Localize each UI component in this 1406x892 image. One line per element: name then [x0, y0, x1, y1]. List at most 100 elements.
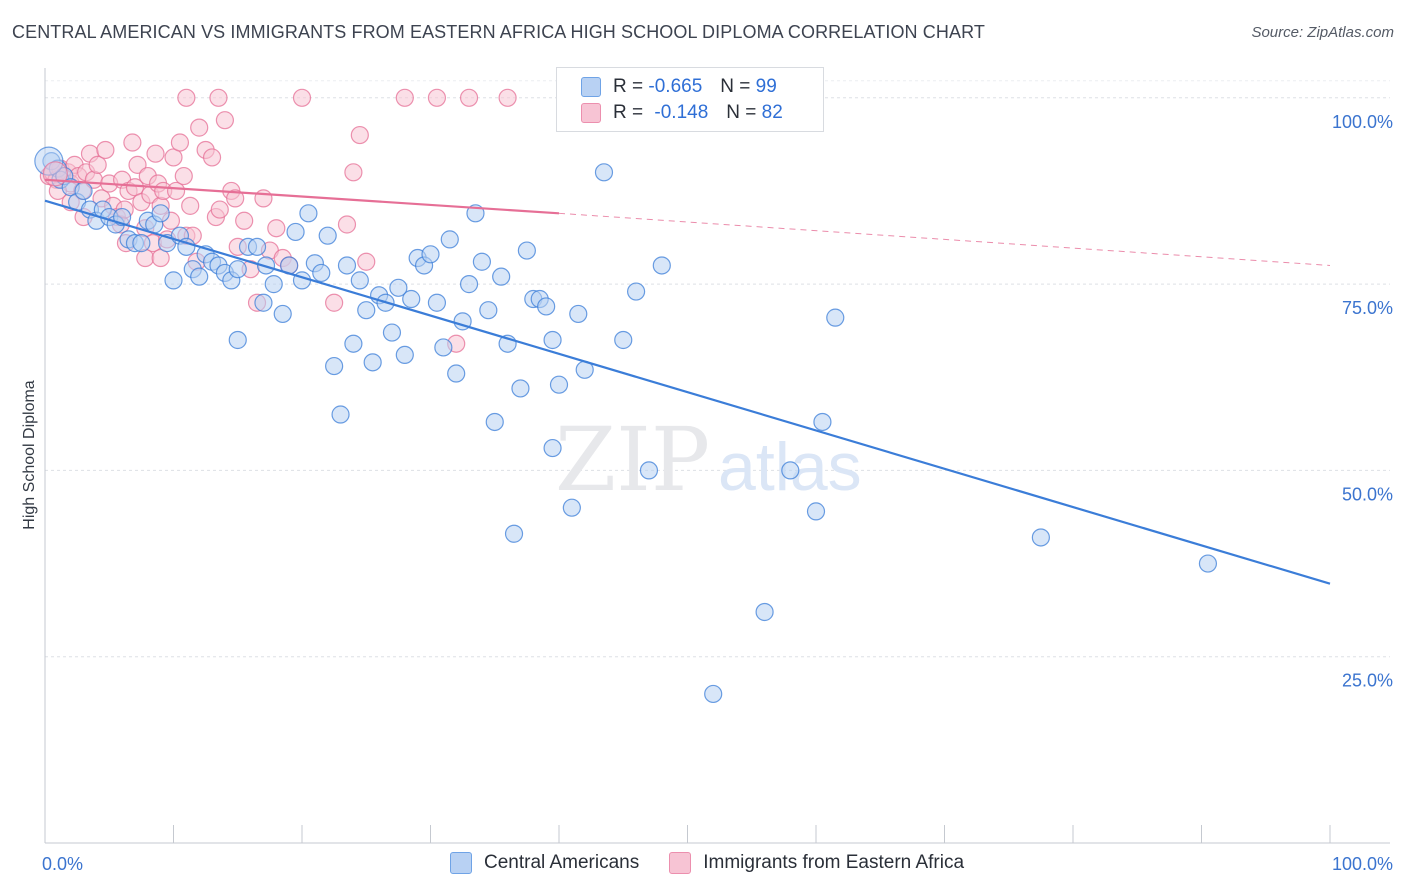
- point-central-americans: [504, 524, 524, 543]
- point-central-americans: [357, 301, 376, 320]
- grid-lines: [45, 80, 1390, 658]
- point-central-americans: [755, 602, 774, 622]
- point-central-americans: [382, 323, 402, 342]
- point-central-americans: [312, 263, 331, 283]
- point-central-americans: [325, 356, 344, 376]
- y-axis-label: High School Diploma: [21, 380, 38, 530]
- point-central-americans: [254, 293, 273, 312]
- point-central-americans: [264, 275, 283, 294]
- point-central-americans: [363, 353, 382, 372]
- point-central-americans: [164, 271, 183, 290]
- x-tick-label-end: 100.0%: [1332, 854, 1393, 874]
- series-label: Immigrants from Eastern Africa: [703, 852, 965, 873]
- point-eastern-africa: [96, 140, 115, 160]
- point-eastern-africa: [123, 133, 142, 152]
- y-tick-label: 50.0%: [1342, 484, 1393, 504]
- point-central-americans: [427, 293, 447, 312]
- point-central-americans: [562, 498, 581, 517]
- point-eastern-africa: [181, 196, 200, 215]
- point-central-americans: [389, 278, 408, 297]
- data-points: [34, 88, 1218, 704]
- legend-swatch-eastern-africa: [581, 103, 601, 123]
- point-central-americans: [1031, 528, 1050, 547]
- series-legend-eastern-africa[interactable]: Immigrants from Eastern Africa: [669, 852, 964, 874]
- point-central-americans: [402, 289, 421, 309]
- point-eastern-africa: [174, 166, 193, 186]
- point-central-americans: [273, 304, 292, 324]
- legend-n-label: N =: [726, 102, 757, 123]
- trend-line-eastern-africa-extension: [558, 212, 1331, 266]
- point-eastern-africa: [215, 111, 234, 130]
- point-eastern-africa: [325, 293, 344, 312]
- point-eastern-africa: [170, 133, 190, 152]
- trend-lines: [44, 178, 1331, 585]
- series-legend: Central Americans Immigrants from Easter…: [450, 852, 994, 874]
- point-central-americans: [151, 204, 170, 223]
- x-tick-label-start: 0.0%: [42, 854, 83, 874]
- point-central-americans: [537, 297, 556, 316]
- series-label: Central Americans: [484, 852, 640, 873]
- point-central-americans: [440, 230, 459, 249]
- point-eastern-africa: [357, 252, 376, 271]
- legend-r-value: -0.148: [654, 102, 709, 123]
- source-label: Source: ZipAtlas.com: [1251, 24, 1394, 41]
- legend-n-label: N =: [720, 76, 751, 97]
- point-central-americans: [395, 345, 414, 364]
- legend-row-eastern-africa: R = -0.148 N = 82: [581, 101, 783, 125]
- point-eastern-africa: [177, 88, 196, 107]
- point-central-americans: [492, 267, 511, 286]
- point-eastern-africa: [235, 211, 254, 230]
- point-central-americans: [247, 237, 267, 256]
- point-eastern-africa: [166, 181, 186, 201]
- point-central-americans: [132, 234, 151, 253]
- point-central-americans: [806, 502, 826, 521]
- point-central-americans: [1198, 554, 1218, 573]
- point-central-americans: [549, 375, 569, 394]
- point-eastern-africa: [146, 144, 165, 163]
- legend-row-central-americans: R = -0.665 N = 99: [581, 75, 777, 99]
- point-eastern-africa: [395, 88, 414, 107]
- point-central-americans: [511, 379, 530, 398]
- point-eastern-africa-cluster: [42, 161, 68, 187]
- point-central-americans: [190, 267, 209, 286]
- point-central-americans: [74, 181, 93, 201]
- legend-swatch-central-americans: [581, 77, 601, 97]
- point-eastern-africa: [350, 125, 369, 145]
- point-central-americans: [813, 412, 832, 432]
- series-legend-central-americans[interactable]: Central Americans: [450, 852, 639, 874]
- point-central-americans: [781, 461, 800, 480]
- point-eastern-africa: [337, 215, 357, 234]
- chart-title: CENTRAL AMERICAN VS IMMIGRANTS FROM EAST…: [12, 22, 985, 42]
- point-central-americans: [639, 461, 659, 480]
- point-eastern-africa: [88, 155, 107, 174]
- point-central-americans: [337, 256, 357, 275]
- y-tick-label: 25.0%: [1342, 671, 1393, 691]
- point-central-americans: [652, 256, 671, 275]
- point-eastern-africa: [344, 163, 363, 182]
- point-central-americans: [228, 260, 247, 279]
- series-swatch-central-americans: [450, 852, 472, 874]
- point-eastern-africa: [427, 88, 447, 107]
- point-eastern-africa: [459, 88, 479, 107]
- point-central-americans: [318, 226, 337, 245]
- point-central-americans: [472, 252, 491, 271]
- point-central-americans: [434, 338, 453, 357]
- point-eastern-africa: [210, 200, 229, 219]
- point-central-americans: [543, 438, 562, 458]
- point-central-americans: [543, 330, 562, 350]
- point-central-americans: [626, 282, 646, 301]
- point-eastern-africa: [202, 148, 222, 167]
- point-eastern-africa: [209, 88, 228, 107]
- legend-r-value: -0.665: [648, 76, 703, 97]
- point-eastern-africa: [128, 155, 147, 174]
- point-central-americans: [569, 304, 588, 324]
- point-eastern-africa: [190, 118, 209, 137]
- point-eastern-africa: [292, 88, 312, 107]
- legend-r-label: R =: [613, 76, 644, 97]
- point-central-americans: [228, 330, 247, 350]
- point-central-americans: [459, 275, 479, 294]
- trend-line-central-americans: [44, 199, 1331, 585]
- legend-r-label: R =: [613, 102, 644, 123]
- point-eastern-africa: [136, 248, 155, 268]
